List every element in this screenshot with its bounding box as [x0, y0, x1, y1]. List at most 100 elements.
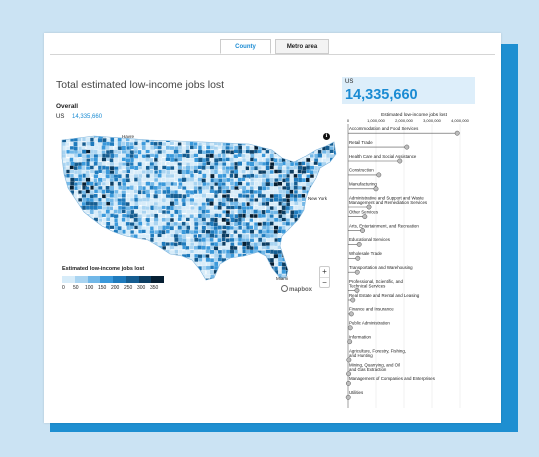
county-cell[interactable]	[293, 181, 298, 186]
county-cell[interactable]	[273, 250, 279, 255]
county-cell[interactable]	[338, 270, 339, 274]
county-cell[interactable]	[205, 169, 210, 174]
county-cell[interactable]	[178, 134, 183, 139]
county-cell[interactable]	[297, 253, 302, 259]
county-cell[interactable]	[70, 238, 75, 242]
county-cell[interactable]	[233, 261, 239, 266]
county-cell[interactable]	[89, 214, 94, 219]
county-cell[interactable]	[142, 254, 147, 259]
county-cell[interactable]	[98, 157, 102, 162]
county-cell[interactable]	[274, 134, 279, 138]
county-cell[interactable]	[293, 258, 298, 263]
county-cell[interactable]	[69, 258, 74, 263]
county-cell[interactable]	[278, 174, 283, 178]
county-cell[interactable]	[246, 274, 251, 279]
lollipop-point[interactable]	[350, 297, 356, 303]
county-cell[interactable]	[305, 201, 310, 207]
county-cell[interactable]	[93, 230, 99, 234]
county-cell[interactable]	[201, 165, 206, 170]
county-cell[interactable]	[58, 162, 62, 166]
county-cell[interactable]	[85, 225, 90, 230]
county-cell[interactable]	[113, 209, 118, 214]
county-cell[interactable]	[258, 229, 263, 234]
county-cell[interactable]	[69, 134, 75, 138]
county-cell[interactable]	[281, 241, 287, 246]
county-cell[interactable]	[166, 166, 171, 171]
county-cell[interactable]	[177, 265, 183, 270]
county-cell[interactable]	[118, 214, 123, 218]
county-cell[interactable]	[238, 145, 243, 150]
county-cell[interactable]	[146, 269, 151, 275]
county-cell[interactable]	[253, 209, 259, 214]
county-cell[interactable]	[190, 269, 195, 274]
county-cell[interactable]	[318, 137, 323, 143]
county-cell[interactable]	[73, 221, 79, 227]
county-cell[interactable]	[169, 146, 175, 151]
county-cell[interactable]	[129, 241, 134, 246]
county-cell[interactable]	[185, 181, 191, 187]
county-cell[interactable]	[322, 209, 327, 214]
county-cell[interactable]	[253, 137, 259, 142]
county-cell[interactable]	[258, 198, 263, 203]
county-cell[interactable]	[69, 242, 75, 247]
county-cell[interactable]	[213, 146, 219, 151]
county-cell[interactable]	[73, 213, 79, 218]
county-cell[interactable]	[201, 245, 206, 250]
county-cell[interactable]	[237, 213, 243, 219]
county-cell[interactable]	[78, 157, 83, 163]
county-cell[interactable]	[333, 214, 338, 219]
county-cell[interactable]	[165, 197, 170, 203]
county-cell[interactable]	[317, 201, 323, 206]
lollipop-point[interactable]	[354, 287, 360, 293]
county-cell[interactable]	[249, 277, 254, 282]
county-cell[interactable]	[253, 214, 258, 219]
county-cell[interactable]	[181, 177, 187, 183]
county-cell[interactable]	[293, 197, 298, 202]
county-cell[interactable]	[138, 245, 143, 250]
county-cell[interactable]	[222, 158, 227, 162]
county-cell[interactable]	[66, 173, 70, 178]
county-cell[interactable]	[318, 157, 322, 163]
county-cell[interactable]	[181, 261, 186, 266]
county-cell[interactable]	[137, 177, 142, 183]
county-cell[interactable]	[189, 214, 194, 219]
county-cell[interactable]	[149, 158, 154, 163]
county-cell[interactable]	[70, 177, 75, 182]
county-cell[interactable]	[141, 157, 147, 162]
county-cell[interactable]	[254, 253, 259, 258]
county-cell[interactable]	[73, 230, 78, 235]
county-cell[interactable]	[238, 277, 243, 282]
county-cell[interactable]	[89, 254, 94, 258]
county-cell[interactable]	[278, 189, 283, 194]
county-cell[interactable]	[133, 230, 138, 235]
county-cell[interactable]	[150, 269, 155, 274]
county-cell[interactable]	[266, 282, 270, 286]
county-cell[interactable]	[325, 213, 330, 218]
county-cell[interactable]	[321, 177, 326, 183]
county-cell[interactable]	[58, 254, 62, 258]
county-cell[interactable]	[58, 202, 63, 207]
county-cell[interactable]	[197, 210, 202, 214]
county-cell[interactable]	[261, 181, 266, 187]
county-cell[interactable]	[86, 254, 91, 260]
county-cell[interactable]	[133, 246, 138, 251]
county-cell[interactable]	[173, 277, 178, 282]
county-cell[interactable]	[297, 246, 302, 251]
county-cell[interactable]	[169, 141, 175, 146]
county-cell[interactable]	[185, 261, 190, 267]
county-cell[interactable]	[306, 206, 310, 210]
county-cell[interactable]	[185, 278, 190, 282]
county-cell[interactable]	[106, 201, 111, 206]
county-cell[interactable]	[333, 273, 338, 278]
county-cell[interactable]	[314, 221, 319, 226]
county-cell[interactable]	[210, 185, 215, 191]
county-cell[interactable]	[293, 142, 299, 147]
county-cell[interactable]	[213, 257, 219, 263]
county-cell[interactable]	[298, 266, 303, 271]
county-cell[interactable]	[174, 258, 180, 263]
lollipop-point[interactable]	[362, 214, 368, 220]
lollipop-point[interactable]	[366, 204, 372, 210]
county-cell[interactable]	[150, 134, 155, 139]
county-cell[interactable]	[233, 269, 238, 275]
county-cell[interactable]	[97, 253, 103, 258]
